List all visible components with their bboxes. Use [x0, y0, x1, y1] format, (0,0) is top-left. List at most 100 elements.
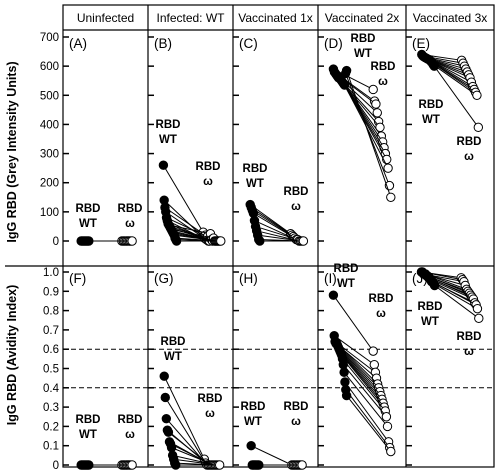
figure-border: [62, 4, 495, 468]
wt-data-point: [429, 280, 440, 291]
wt-data-point: [328, 290, 339, 300]
pair-connector: [254, 220, 297, 240]
pair-connector: [341, 354, 385, 408]
omega-series-label: RBD: [118, 203, 143, 215]
omega-series-label: RBD: [284, 186, 309, 198]
omega-data-point: [386, 192, 396, 202]
column-header: Vaccinated 1x: [238, 11, 313, 25]
column-header: Vaccinated 3x: [413, 11, 488, 25]
panel-B: (B) RBD WT RBD ω: [154, 36, 226, 246]
wt-data-point: [161, 413, 172, 424]
y-tick-label: 300: [40, 149, 59, 161]
panel-letter: (A): [69, 36, 87, 51]
omega-data-point: [382, 421, 393, 432]
pair-connector: [168, 224, 211, 235]
wt-series-label: RBD: [243, 163, 268, 175]
wt-series-label: RBD: [76, 203, 101, 215]
pair-connector: [162, 164, 204, 233]
pair-connector: [433, 65, 479, 128]
omega-data-point: [472, 90, 482, 100]
y-tick-label: 100: [40, 207, 59, 219]
wt-series-label: RBD: [161, 336, 186, 348]
pair-connector: [345, 389, 391, 448]
wt-data-point: [84, 236, 94, 246]
omega-data-point: [297, 460, 307, 470]
wt-data-point: [341, 390, 352, 401]
pair-connector: [432, 281, 477, 306]
y-tick-label: 500: [40, 90, 59, 102]
omega-data-point: [375, 122, 385, 133]
wt-series-label: WT: [337, 278, 355, 290]
wt-data-point: [429, 61, 439, 71]
pair-connector: [432, 64, 478, 96]
y-tick-label: 400: [40, 119, 59, 131]
wt-series-label: RBD: [351, 33, 376, 45]
y-tick-label: 700: [40, 32, 59, 44]
wt-data-point: [163, 427, 174, 437]
y-tick-label: 0: [53, 236, 59, 248]
column-header: Infected: WT: [156, 11, 225, 25]
y-tick-label: 0.2: [43, 421, 59, 433]
pair-connector: [255, 225, 298, 241]
pair-connector: [249, 204, 291, 235]
omega-series-label: RBD: [457, 136, 482, 148]
omega-data-point: [127, 236, 137, 246]
pair-connector: [431, 62, 476, 93]
wt-data-point: [160, 392, 170, 403]
y-tick-label: 0.7: [43, 325, 59, 337]
wt-series-label: RBD: [419, 99, 444, 111]
omega-data-point: [216, 236, 226, 246]
wt-series-label: WT: [164, 351, 182, 363]
panel-letter: (E): [412, 36, 430, 51]
y-tick-label: 200: [40, 178, 59, 190]
pair-connector: [346, 70, 392, 198]
pair-connector: [171, 447, 215, 466]
wt-series-label: WT: [421, 316, 439, 328]
omega-data-point: [368, 346, 378, 356]
wt-data-point: [340, 377, 350, 387]
pair-connector: [342, 364, 387, 418]
wt-series-label: RBD: [241, 401, 266, 413]
pair-connector: [250, 445, 293, 466]
omega-series-label: ω: [291, 201, 301, 213]
omega-series-label: ω: [464, 151, 474, 163]
y-tick-label: 0.3: [43, 402, 59, 414]
panel-letter: (D): [324, 36, 343, 51]
pair-connector: [346, 395, 392, 452]
y-tick-label: 0.6: [43, 344, 59, 356]
panel-C: (C) RBD WT RBD ω: [239, 36, 309, 246]
panel-E: (E) RBD WT RBD ω: [412, 36, 484, 163]
omega-series-label: ω: [125, 429, 135, 441]
panel-letter: (C): [239, 36, 258, 51]
y-tick-label: 600: [40, 61, 59, 73]
pair-connector: [342, 358, 386, 412]
panels: (A) RBD WT RBD ω (B) RBD WT RBD ω (C) RBD WT RBD ω (D) R…: [69, 33, 484, 470]
pair-connector: [171, 228, 214, 239]
pair-connector: [344, 381, 390, 443]
pair-connector: [250, 207, 293, 236]
pair-connector: [433, 283, 478, 310]
wt-data-point: [246, 441, 256, 451]
omega-data-point: [474, 313, 484, 324]
omega-series-label: RBD: [369, 293, 394, 305]
panel-letter: (B): [154, 36, 172, 51]
panel-letter: (G): [154, 271, 174, 286]
wt-data-point: [159, 371, 169, 381]
wt-series-label: RBD: [156, 119, 181, 131]
pair-connector: [164, 207, 206, 236]
y-tick-label: 0.9: [43, 286, 59, 298]
y-tick-label: 0.1: [43, 441, 59, 453]
omega-series-label: ω: [125, 218, 135, 230]
panel-letter: (I): [324, 271, 337, 286]
omega-data-point: [368, 84, 378, 95]
wt-series-label: WT: [246, 178, 264, 190]
omega-data-point: [371, 99, 381, 109]
omega-series-label: ω: [464, 346, 474, 358]
pair-connector: [256, 230, 300, 242]
omega-series-label: RBD: [198, 393, 223, 405]
omega-series-label: ω: [205, 408, 215, 420]
omega-series-label: ω: [378, 76, 388, 88]
